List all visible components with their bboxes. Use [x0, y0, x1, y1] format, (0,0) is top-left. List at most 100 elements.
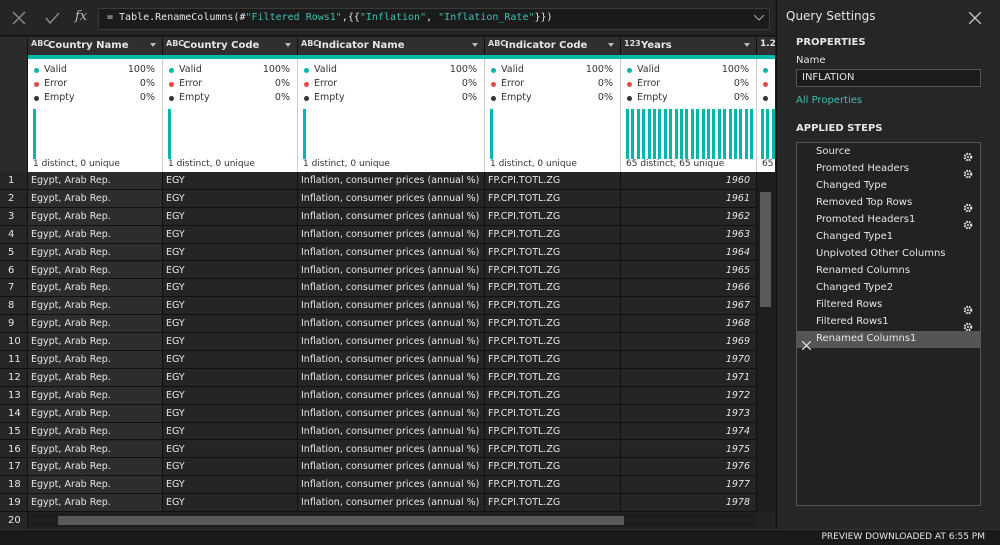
- applied-step[interactable]: Changed Type2: [797, 280, 980, 297]
- cell[interactable]: Egypt, Arab Rep.: [28, 440, 163, 459]
- cell[interactable]: FP.CPI.TOTL.ZG: [485, 315, 621, 334]
- cell[interactable]: Inflation, consumer prices (annual %): [298, 458, 485, 477]
- cell[interactable]: 1973: [621, 404, 757, 423]
- cell[interactable]: FP.CPI.TOTL.ZG: [485, 404, 621, 423]
- cell[interactable]: Inflation, consumer prices (annual %): [298, 368, 485, 387]
- all-properties-link[interactable]: All Properties: [796, 95, 863, 106]
- cell[interactable]: 1965: [621, 261, 757, 280]
- cell[interactable]: FP.CPI.TOTL.ZG: [485, 440, 621, 459]
- applied-step[interactable]: Changed Type: [797, 178, 980, 195]
- cell[interactable]: Inflation, consumer prices (annual %): [298, 494, 485, 513]
- cell[interactable]: Egypt, Arab Rep.: [28, 243, 163, 262]
- cell[interactable]: EGY: [163, 404, 298, 423]
- applied-step[interactable]: Promoted Headers1: [797, 212, 980, 230]
- cell[interactable]: 1964: [621, 243, 757, 262]
- step-settings-icon[interactable]: [963, 198, 973, 213]
- cell[interactable]: EGY: [163, 351, 298, 369]
- cell[interactable]: 1976: [621, 458, 757, 477]
- filter-dropdown[interactable]: [744, 43, 750, 47]
- cell[interactable]: Egypt, Arab Rep.: [28, 494, 163, 513]
- filter-dropdown[interactable]: [150, 43, 156, 47]
- cell[interactable]: Egypt, Arab Rep.: [28, 333, 163, 351]
- cell[interactable]: FP.CPI.TOTL.ZG: [485, 297, 621, 316]
- cell[interactable]: FP.CPI.TOTL.ZG: [485, 279, 621, 298]
- cell[interactable]: 1971: [621, 368, 757, 387]
- cell[interactable]: Egypt, Arab Rep.: [28, 297, 163, 316]
- applied-step[interactable]: Unpivoted Other Columns: [797, 246, 980, 263]
- cell[interactable]: FP.CPI.TOTL.ZG: [485, 225, 621, 244]
- cell[interactable]: Egypt, Arab Rep.: [28, 458, 163, 477]
- applied-step[interactable]: Promoted Headers: [797, 161, 980, 179]
- cell[interactable]: 1963: [621, 225, 757, 244]
- cell[interactable]: Inflation, consumer prices (annual %): [298, 189, 485, 208]
- cell[interactable]: EGY: [163, 368, 298, 387]
- cell[interactable]: 1974: [621, 422, 757, 441]
- applied-step[interactable]: Source: [797, 144, 980, 162]
- cell[interactable]: EGY: [163, 279, 298, 298]
- cell[interactable]: 1967: [621, 297, 757, 316]
- cell[interactable]: 1970: [621, 351, 757, 369]
- cell[interactable]: EGY: [163, 172, 298, 190]
- cell[interactable]: Egypt, Arab Rep.: [28, 279, 163, 298]
- applied-step[interactable]: Filtered Rows1: [797, 314, 980, 332]
- applied-step[interactable]: Renamed Columns: [797, 263, 980, 280]
- cell[interactable]: FP.CPI.TOTL.ZG: [485, 207, 621, 226]
- name-input[interactable]: INFLATION: [796, 69, 981, 87]
- scroll-thumb[interactable]: [760, 192, 771, 307]
- cell[interactable]: Inflation, consumer prices (annual %): [298, 243, 485, 262]
- cell[interactable]: 1966: [621, 279, 757, 298]
- cell[interactable]: 1968: [621, 315, 757, 334]
- cell[interactable]: FP.CPI.TOTL.ZG: [485, 422, 621, 441]
- cell[interactable]: EGY: [163, 243, 298, 262]
- cell[interactable]: EGY: [163, 189, 298, 208]
- cell[interactable]: Inflation, consumer prices (annual %): [298, 315, 485, 334]
- filter-dropdown[interactable]: [472, 43, 478, 47]
- cell[interactable]: Egypt, Arab Rep.: [28, 368, 163, 387]
- step-settings-icon[interactable]: [963, 215, 973, 230]
- applied-step[interactable]: Filtered Rows: [797, 297, 980, 315]
- column-header[interactable]: ABC Country Code: [163, 37, 298, 55]
- cell[interactable]: FP.CPI.TOTL.ZG: [485, 333, 621, 351]
- column-header[interactable]: 123 Years: [621, 37, 757, 55]
- step-settings-icon[interactable]: [963, 147, 973, 162]
- cell[interactable]: EGY: [163, 422, 298, 441]
- cell[interactable]: 1975: [621, 440, 757, 459]
- cell[interactable]: Egypt, Arab Rep.: [28, 261, 163, 280]
- step-settings-icon[interactable]: [963, 317, 973, 332]
- cell[interactable]: Inflation, consumer prices (annual %): [298, 476, 485, 495]
- cell[interactable]: FP.CPI.TOTL.ZG: [485, 368, 621, 387]
- cell[interactable]: Egypt, Arab Rep.: [28, 422, 163, 441]
- cell[interactable]: Egypt, Arab Rep.: [28, 225, 163, 244]
- cell[interactable]: Egypt, Arab Rep.: [28, 386, 163, 405]
- column-header[interactable]: ABC Indicator Code: [485, 37, 621, 55]
- cell[interactable]: 1969: [621, 333, 757, 351]
- cell[interactable]: EGY: [163, 494, 298, 513]
- cell[interactable]: Inflation, consumer prices (annual %): [298, 386, 485, 405]
- delete-step-icon[interactable]: [801, 335, 812, 351]
- cell[interactable]: Inflation, consumer prices (annual %): [298, 279, 485, 298]
- expand-icon[interactable]: [754, 15, 764, 21]
- cell[interactable]: EGY: [163, 297, 298, 316]
- cell[interactable]: Inflation, consumer prices (annual %): [298, 261, 485, 280]
- scroll-thumb[interactable]: [58, 516, 624, 525]
- cell[interactable]: FP.CPI.TOTL.ZG: [485, 189, 621, 208]
- filter-dropdown[interactable]: [608, 43, 614, 47]
- cell[interactable]: Egypt, Arab Rep.: [28, 476, 163, 495]
- cell[interactable]: Inflation, consumer prices (annual %): [298, 422, 485, 441]
- cell[interactable]: Egypt, Arab Rep.: [28, 315, 163, 334]
- commit-icon[interactable]: [45, 11, 60, 25]
- select-all[interactable]: [0, 37, 28, 55]
- filter-dropdown[interactable]: [285, 43, 291, 47]
- cell[interactable]: 1978: [621, 494, 757, 513]
- formula-input[interactable]: = Table.RenameColumns(#"Filtered Rows1",…: [98, 8, 770, 30]
- step-settings-icon[interactable]: [963, 300, 973, 315]
- close-button[interactable]: [968, 9, 982, 25]
- cell[interactable]: FP.CPI.TOTL.ZG: [485, 494, 621, 513]
- cell[interactable]: FP.CPI.TOTL.ZG: [485, 351, 621, 369]
- cell[interactable]: Inflation, consumer prices (annual %): [298, 172, 485, 190]
- column-header[interactable]: ABC Indicator Name: [298, 37, 485, 55]
- cell[interactable]: EGY: [163, 440, 298, 459]
- cell[interactable]: FP.CPI.TOTL.ZG: [485, 476, 621, 495]
- cell[interactable]: EGY: [163, 333, 298, 351]
- fx-button[interactable]: fx: [75, 9, 88, 24]
